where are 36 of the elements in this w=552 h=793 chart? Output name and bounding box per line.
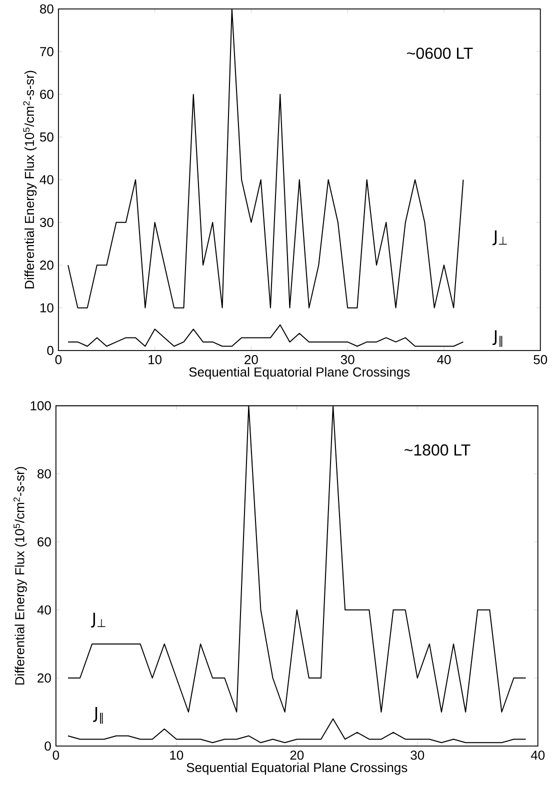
y-tick-label: 10: [40, 303, 54, 312]
y-axis-title: Differential Energy Flux (10$^{5}$/cm$^{2}$-s-sr): [23, 70, 37, 288]
x-tick-label: 40: [530, 750, 545, 760]
y-tick-label: 20: [40, 260, 54, 270]
annotation: ~0600 LT: [407, 48, 473, 59]
x-tick-label: 50: [534, 355, 548, 364]
y-tick-label: 60: [40, 90, 54, 99]
x-tick-label: 30: [340, 355, 354, 364]
x-tick-label: 10: [148, 355, 162, 364]
x-tick-label: 30: [410, 750, 424, 760]
y-tick-label: 100: [30, 401, 51, 410]
y-tick-label: 50: [40, 132, 54, 142]
series-label: J$_{∥}$: [93, 707, 103, 724]
y-tick-label: 80: [40, 4, 54, 14]
y-tick-label: 40: [40, 175, 54, 184]
x-tick-label: 0: [55, 355, 62, 364]
x-tick-label: 10: [170, 750, 184, 760]
y-tick-label: 70: [40, 47, 54, 56]
y-tick-label: 0: [47, 346, 54, 356]
x-tick-label: 0: [52, 750, 60, 760]
y-axis-title: Differential Energy Flux (10$^{5}$/cm$^{2}$-s-sr): [14, 467, 27, 685]
text: J$_{⊥}$: [492, 230, 507, 246]
y-tick-label: 60: [38, 537, 51, 546]
y-tick-label: 30: [40, 218, 54, 228]
series-label: J$_{∥}$: [492, 330, 502, 347]
y-tick-label: 20: [38, 673, 51, 683]
annotation: ~1800 LT: [404, 444, 470, 456]
x-axis-title: Sequential Equatorial Plane Crossings: [186, 762, 408, 775]
series-label: J$_{⊥}$: [91, 612, 106, 628]
y-tick-label: 0: [44, 741, 51, 751]
x-tick-label: 20: [244, 355, 258, 364]
y-tick-label: 40: [37, 605, 51, 615]
x-axis-title: Sequential Equatorial Plane Crossings: [189, 367, 410, 380]
y-tick-label: 80: [38, 469, 51, 478]
x-tick-label: 20: [290, 750, 304, 760]
x-tick-label: 40: [437, 355, 451, 364]
